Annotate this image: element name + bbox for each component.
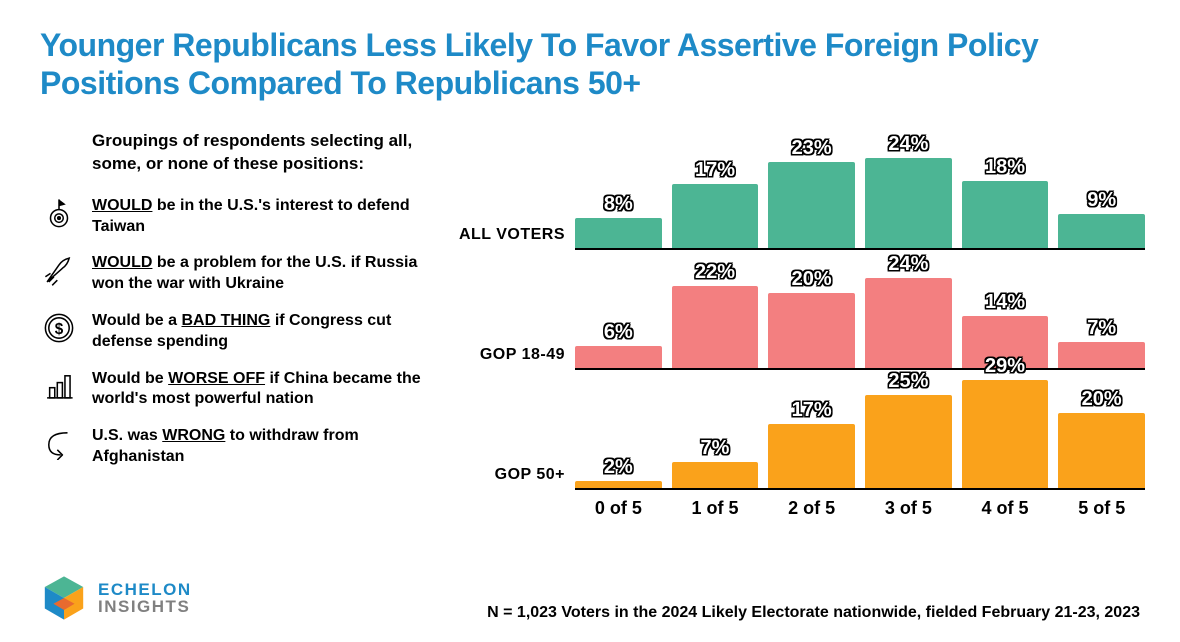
bar: 23%	[768, 162, 855, 248]
bar: 2%	[575, 481, 662, 488]
position-text: Would be WORSE OFF if China became the w…	[92, 367, 440, 411]
bar-value-label: 22%	[672, 261, 759, 284]
bar-value-label: 20%	[1058, 388, 1145, 411]
position-text: U.S. was WRONG to withdraw from Afghanis…	[92, 424, 440, 468]
bar-value-label: 17%	[768, 399, 855, 422]
x-tick-label: 3 of 5	[865, 498, 952, 519]
chart-row: GOP 18-496%22%20%24%14%7%	[450, 250, 1150, 370]
bar-value-label: 24%	[865, 253, 952, 276]
bar-group: 2%7%17%25%29%20%	[575, 370, 1145, 490]
bar-value-label: 7%	[672, 437, 759, 460]
bar: 6%	[575, 346, 662, 368]
bar-value-label: 2%	[575, 456, 662, 479]
bar: 7%	[672, 462, 759, 488]
positions-panel: Groupings of respondents selecting all, …	[40, 130, 440, 482]
position-text: Would be a BAD THING if Congress cut def…	[92, 309, 440, 353]
dollar-icon: $	[40, 309, 78, 347]
bar: 22%	[672, 286, 759, 368]
svg-text:$: $	[55, 321, 64, 338]
bar-value-label: 18%	[962, 156, 1049, 179]
subtitle: Groupings of respondents selecting all, …	[40, 130, 440, 176]
bar: 17%	[768, 424, 855, 488]
x-tick-label: 0 of 5	[575, 498, 662, 519]
x-tick-label: 1 of 5	[672, 498, 759, 519]
bar: 8%	[575, 218, 662, 248]
bar: 9%	[1058, 214, 1145, 248]
bar-value-label: 25%	[865, 370, 952, 393]
position-text: WOULD be in the U.S.'s interest to defen…	[92, 194, 440, 238]
bar-chart: ALL VOTERS8%17%23%24%18%9%GOP 18-496%22%…	[450, 130, 1150, 550]
row-label: GOP 50+	[450, 466, 565, 484]
chart-row: ALL VOTERS8%17%23%24%18%9%	[450, 130, 1150, 250]
bar-value-label: 9%	[1058, 189, 1145, 212]
bar: 24%	[865, 278, 952, 368]
x-tick-label: 4 of 5	[962, 498, 1049, 519]
position-item: Would be WORSE OFF if China became the w…	[40, 367, 440, 411]
bar-value-label: 6%	[575, 321, 662, 344]
bar: 24%	[865, 158, 952, 248]
x-tick-label: 5 of 5	[1058, 498, 1145, 519]
position-item: U.S. was WRONG to withdraw from Afghanis…	[40, 424, 440, 468]
row-label: GOP 18-49	[450, 346, 565, 364]
bar: 17%	[672, 184, 759, 248]
arrow-icon	[40, 424, 78, 462]
logo-mark-icon	[40, 574, 88, 622]
target-icon	[40, 194, 78, 232]
row-label: ALL VOTERS	[450, 226, 565, 244]
position-item: $ Would be a BAD THING if Congress cut de…	[40, 309, 440, 353]
position-item: WOULD be a problem for the U.S. if Russi…	[40, 251, 440, 295]
bar-value-label: 7%	[1058, 317, 1145, 340]
bar: 20%	[1058, 413, 1145, 488]
chart-row: GOP 50+2%7%17%25%29%20%	[450, 370, 1150, 490]
bar-group: 8%17%23%24%18%9%	[575, 130, 1145, 250]
bar-value-label: 17%	[672, 159, 759, 182]
position-text: WOULD be a problem for the U.S. if Russi…	[92, 251, 440, 295]
logo-text: ECHELON INSIGHTS	[98, 581, 192, 615]
bar: 20%	[768, 293, 855, 368]
rocket-icon	[40, 251, 78, 289]
bar-value-label: 24%	[865, 133, 952, 156]
bar: 7%	[1058, 342, 1145, 368]
bar-value-label: 20%	[768, 268, 855, 291]
x-axis: 0 of 5 1 of 5 2 of 5 3 of 5 4 of 5 5 of 5	[575, 498, 1145, 519]
bar: 25%	[865, 395, 952, 488]
bar-value-label: 29%	[962, 355, 1049, 378]
chart-title: Younger Republicans Less Likely To Favor…	[40, 26, 1120, 103]
brand-logo: ECHELON INSIGHTS	[40, 574, 192, 622]
bar-value-label: 8%	[575, 193, 662, 216]
x-tick-label: 2 of 5	[768, 498, 855, 519]
bars-icon	[40, 367, 78, 405]
bar: 18%	[962, 181, 1049, 248]
bar-value-label: 23%	[768, 137, 855, 160]
bar-value-label: 14%	[962, 291, 1049, 314]
bar: 29%	[962, 380, 1049, 488]
position-item: WOULD be in the U.S.'s interest to defen…	[40, 194, 440, 238]
footer-note: N = 1,023 Voters in the 2024 Likely Elec…	[487, 604, 1140, 622]
bar-group: 6%22%20%24%14%7%	[575, 250, 1145, 370]
